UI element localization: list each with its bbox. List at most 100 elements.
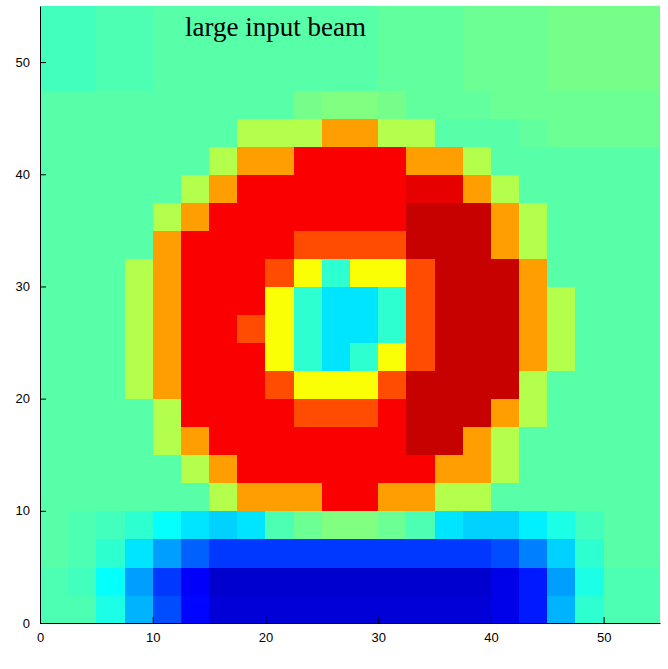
cell <box>632 230 660 259</box>
tick-mark <box>378 617 379 623</box>
cell <box>68 343 97 372</box>
cell <box>575 174 604 203</box>
cell <box>406 455 435 484</box>
cell <box>547 118 576 147</box>
cell <box>294 483 323 512</box>
cell <box>40 258 69 287</box>
cell <box>378 511 407 540</box>
cell <box>632 343 660 372</box>
cell <box>153 286 182 315</box>
cell <box>153 315 182 344</box>
cell <box>265 399 294 428</box>
cell <box>40 230 69 259</box>
cell <box>519 511 548 540</box>
cell <box>265 315 294 344</box>
cell <box>604 567 633 596</box>
cell <box>435 371 464 400</box>
cell <box>209 286 238 315</box>
cell <box>153 427 182 456</box>
cell <box>181 343 210 372</box>
cell <box>435 483 464 512</box>
cell <box>294 90 323 119</box>
cell <box>378 174 407 203</box>
cell <box>632 371 660 400</box>
cell <box>294 230 323 259</box>
cell <box>322 343 351 372</box>
cell <box>209 258 238 287</box>
cell <box>547 286 576 315</box>
cell <box>463 539 492 568</box>
cell <box>40 286 69 315</box>
cell <box>435 427 464 456</box>
tick: 50 <box>597 617 611 645</box>
cell <box>604 286 633 315</box>
cell <box>463 34 492 63</box>
cell <box>68 539 97 568</box>
cell <box>575 399 604 428</box>
cell <box>294 202 323 231</box>
cell <box>547 343 576 372</box>
cell <box>153 371 182 400</box>
cell <box>604 455 633 484</box>
cell <box>350 511 379 540</box>
cell <box>40 202 69 231</box>
cell <box>96 343 125 372</box>
cell <box>491 371 520 400</box>
cell <box>96 539 125 568</box>
cell <box>237 315 266 344</box>
cell <box>181 258 210 287</box>
cell <box>519 455 548 484</box>
cell <box>435 258 464 287</box>
cell <box>181 371 210 400</box>
cell <box>265 483 294 512</box>
cell <box>68 567 97 596</box>
cell <box>153 455 182 484</box>
cell <box>519 62 548 91</box>
cell <box>209 118 238 147</box>
cell <box>575 286 604 315</box>
tick-mark <box>40 62 46 63</box>
cell <box>265 343 294 372</box>
cell <box>265 90 294 119</box>
cell <box>209 315 238 344</box>
cell <box>96 118 125 147</box>
tick-label: 30 <box>16 279 30 294</box>
cell <box>632 202 660 231</box>
cell <box>125 315 154 344</box>
cell <box>575 6 604 35</box>
cell <box>294 399 323 428</box>
cell <box>547 455 576 484</box>
tick-mark <box>40 174 46 175</box>
cell <box>181 90 210 119</box>
cell <box>547 511 576 540</box>
x-axis: 01020304050 <box>37 617 661 645</box>
cell <box>604 427 633 456</box>
cell <box>209 202 238 231</box>
cell <box>435 567 464 596</box>
cell <box>406 62 435 91</box>
cell <box>40 90 69 119</box>
cell <box>435 315 464 344</box>
cell <box>125 230 154 259</box>
cell <box>491 343 520 372</box>
cell <box>181 567 210 596</box>
tick-label: 20 <box>16 391 30 406</box>
cell <box>96 567 125 596</box>
cell <box>125 427 154 456</box>
cell <box>181 427 210 456</box>
cell <box>519 315 548 344</box>
cell <box>209 427 238 456</box>
cell <box>350 567 379 596</box>
cell <box>237 230 266 259</box>
cell <box>435 202 464 231</box>
cell <box>209 146 238 175</box>
cell <box>96 6 125 35</box>
cell <box>519 146 548 175</box>
tick: 20 <box>16 391 46 406</box>
cell <box>575 343 604 372</box>
cell <box>350 371 379 400</box>
cell <box>181 174 210 203</box>
cell <box>350 343 379 372</box>
cell <box>153 399 182 428</box>
cell <box>68 202 97 231</box>
